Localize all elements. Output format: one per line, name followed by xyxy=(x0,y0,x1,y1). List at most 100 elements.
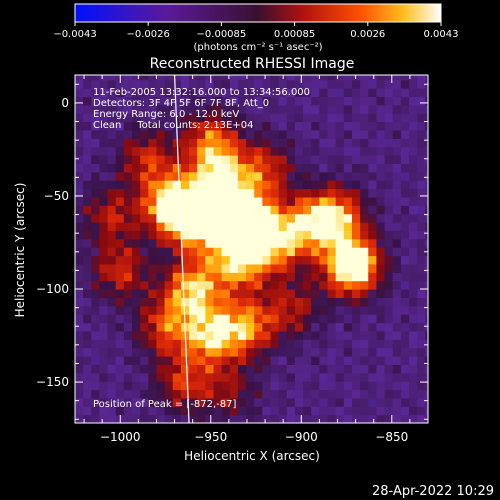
heatmap-cell xyxy=(205,75,215,81)
heatmap-cell xyxy=(221,171,231,181)
heatmap-cell xyxy=(270,238,280,248)
heatmap-cell xyxy=(172,238,182,248)
heatmap-cell xyxy=(156,146,166,156)
heatmap-cell xyxy=(123,280,133,290)
heatmap-cell xyxy=(164,88,174,97)
heatmap-cell xyxy=(327,347,337,357)
heatmap-cell xyxy=(400,104,410,114)
heatmap-cell xyxy=(425,289,428,298)
heatmap-cell xyxy=(425,330,428,340)
heatmap-cell xyxy=(368,129,378,139)
heatmap-cell xyxy=(246,230,255,240)
heatmap-cell xyxy=(425,121,428,131)
heatmap-cell xyxy=(262,289,272,298)
heatmap-cell xyxy=(392,406,402,416)
heatmap-cell xyxy=(368,213,378,223)
heatmap-cell xyxy=(400,280,410,290)
heatmap-cell xyxy=(303,96,312,106)
heatmap-cell xyxy=(83,247,92,257)
heatmap-cell xyxy=(343,180,353,190)
heatmap-cell xyxy=(384,297,394,307)
heatmap-cell xyxy=(360,238,369,248)
heatmap-cell xyxy=(384,75,394,81)
heatmap-cell xyxy=(400,330,410,340)
heatmap-cell xyxy=(132,104,141,114)
heatmap-cell xyxy=(327,255,337,265)
heatmap-cell xyxy=(148,289,158,298)
heatmap-cell xyxy=(278,322,288,332)
heatmap-cell xyxy=(368,347,378,357)
heatmap-cell xyxy=(172,180,182,190)
heatmap-cell xyxy=(140,263,149,273)
heatmap-cell xyxy=(400,272,410,282)
heatmap-cell xyxy=(221,88,231,97)
heatmap-cell xyxy=(278,397,288,407)
heatmap-cell xyxy=(229,205,239,215)
heatmap-cell xyxy=(237,146,247,156)
heatmap-cell xyxy=(286,414,296,423)
heatmap-cell xyxy=(123,222,133,231)
heatmap-cell xyxy=(237,397,247,407)
heatmap-cell xyxy=(123,205,133,215)
heatmap-cell xyxy=(311,297,320,307)
heatmap-cell xyxy=(148,180,158,190)
heatmap-cell xyxy=(270,297,280,307)
annotations: 11-Feb-2005 13:32:16.000 to 13:34:56.000… xyxy=(93,87,310,131)
heatmap-cell xyxy=(237,330,247,340)
heatmap-cell xyxy=(189,75,198,81)
heatmap-cell xyxy=(335,121,345,131)
heatmap-cell xyxy=(400,180,410,190)
heatmap-cell xyxy=(83,397,92,407)
heatmap-cell xyxy=(303,146,312,156)
heatmap-cell xyxy=(254,381,263,391)
heatmap-cell xyxy=(254,163,263,173)
heatmap-cell xyxy=(351,381,361,391)
x-axis-label: Heliocentric X (arcsec) xyxy=(184,449,320,463)
heatmap-cell xyxy=(425,389,428,399)
heatmap-cell xyxy=(229,289,239,298)
heatmap-cell xyxy=(132,356,141,365)
heatmap-cell xyxy=(229,180,239,190)
heatmap-cell xyxy=(327,188,337,198)
heatmap-cell xyxy=(164,289,174,298)
heatmap-cell xyxy=(278,305,288,315)
heatmap-cell xyxy=(115,356,125,365)
heatmap-cell xyxy=(417,322,426,332)
heatmap-cell xyxy=(270,289,280,298)
heatmap-cell xyxy=(83,289,92,298)
heatmap-cell xyxy=(270,79,280,89)
heatmap-cell xyxy=(384,247,394,257)
heatmap-cell xyxy=(303,75,312,81)
heatmap-cell xyxy=(180,222,190,231)
heatmap-cell xyxy=(303,138,312,148)
heatmap-cell xyxy=(83,263,92,273)
heatmap-cell xyxy=(237,113,247,123)
heatmap-cell xyxy=(417,272,426,282)
heatmap-cell xyxy=(132,314,141,324)
heatmap-cell xyxy=(156,330,166,340)
heatmap-cell xyxy=(99,272,109,282)
heatmap-cell xyxy=(75,263,84,273)
heatmap-cell xyxy=(294,247,304,257)
heatmap-cell xyxy=(75,222,84,231)
heatmap-cell xyxy=(351,280,361,290)
heatmap-cell xyxy=(156,163,166,173)
solar-limb-line xyxy=(173,75,190,423)
heatmap-cell xyxy=(384,280,394,290)
heatmap-cell xyxy=(156,138,166,148)
heatmap-cell xyxy=(156,121,166,131)
heatmap-cell xyxy=(197,104,206,114)
heatmap-cell xyxy=(246,163,255,173)
heatmap-cell xyxy=(229,146,239,156)
heatmap-cell xyxy=(132,280,141,290)
heatmap-cell xyxy=(384,263,394,273)
heatmap-cell xyxy=(335,397,345,407)
heatmap-cell xyxy=(229,414,239,423)
heatmap-cell xyxy=(408,188,418,198)
heatmap-cell xyxy=(425,406,428,416)
heatmap-cell xyxy=(368,330,378,340)
heatmap-cell xyxy=(115,196,125,206)
heatmap-cell xyxy=(408,255,418,265)
heatmap-cell xyxy=(237,247,247,257)
heatmap-cell xyxy=(189,322,198,332)
